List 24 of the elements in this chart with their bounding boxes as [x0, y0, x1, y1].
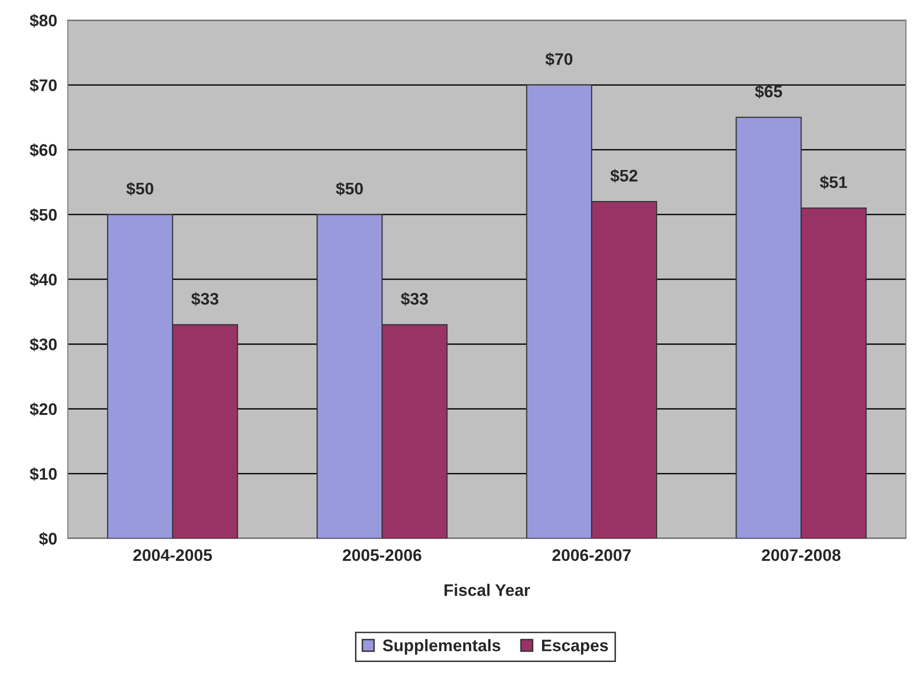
- y-tick-label: $60: [30, 143, 57, 158]
- data-label: $33: [400, 292, 428, 306]
- data-label: $50: [126, 182, 154, 196]
- data-label: $50: [336, 182, 363, 196]
- y-tick-label: $40: [30, 272, 57, 287]
- y-tick-label: $20: [30, 402, 57, 416]
- data-label: $33: [191, 292, 218, 306]
- x-tick-label: 2005-2006: [342, 549, 422, 562]
- y-tick-label: $10: [30, 467, 57, 481]
- data-label: $51: [820, 176, 848, 190]
- y-tick-label: $70: [30, 78, 57, 92]
- data-label: $65: [754, 84, 782, 98]
- y-tick-label: $30: [30, 338, 57, 352]
- legend-label: Supplementals: [382, 639, 500, 655]
- y-tick-label: $80: [30, 14, 57, 28]
- y-tick-label: $50: [30, 208, 57, 222]
- x-tick-label: 2006-2007: [552, 549, 631, 562]
- x-tick-label: 2007-2008: [762, 549, 840, 562]
- x-tick-label: 2004-2005: [133, 549, 212, 562]
- legend-label: Escapes: [542, 640, 608, 655]
- data-label: $52: [610, 169, 638, 183]
- data-label: $70: [545, 52, 572, 66]
- x-axis-title: Fiscal Year: [444, 584, 530, 596]
- y-tick-label: $0: [39, 532, 57, 546]
